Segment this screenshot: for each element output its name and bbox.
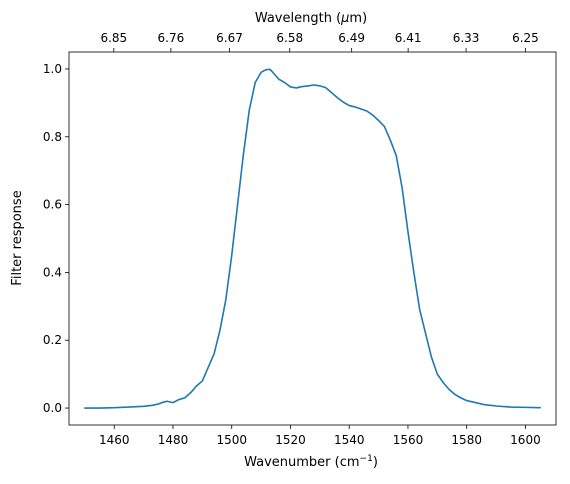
top-axis-label-mu: μ [340, 11, 349, 26]
plot-frame [68, 51, 557, 426]
top-tick-label: 6.41 [395, 31, 422, 45]
x-axis-label-sup: −1 [360, 454, 373, 464]
x-tick-label: 1500 [216, 433, 247, 447]
y-tick-label: 0.4 [43, 265, 62, 279]
top-tick-label: 6.25 [512, 31, 539, 45]
y-axis-label: Filter response [10, 190, 25, 285]
top-tick-label: 6.58 [276, 31, 303, 45]
top-axis-label-pre: Wavelength ( [255, 11, 341, 26]
x-tick-label: 1460 [99, 433, 130, 447]
filter-response-line [84, 68, 541, 409]
ticks-layer: 1460 1480 1500 1520 1540 1560 1580 1600 0.0 0.2 0.… [43, 31, 541, 447]
x-tick-label: 1600 [510, 433, 541, 447]
x-axis-label: Wavenumber (cm−1) [244, 454, 378, 470]
top-axis-label-post: m) [349, 11, 367, 26]
x-axis-label-main: Wavenumber (cm [244, 455, 359, 470]
y-tick-label: 0.0 [43, 401, 62, 415]
x-tick-label: 1480 [158, 433, 189, 447]
top-axis-label: Wavelength (μm) [255, 11, 367, 26]
x-tick-label: 1520 [275, 433, 306, 447]
y-tick-label: 0.6 [43, 198, 62, 212]
top-tick-label: 6.85 [100, 31, 127, 45]
x-tick-label: 1580 [451, 433, 482, 447]
x-axis-label-close: ) [373, 455, 378, 470]
top-tick-label: 6.67 [216, 31, 243, 45]
y-tick-label: 0.2 [43, 333, 62, 347]
x-tick-label: 1540 [334, 433, 365, 447]
top-tick-label: 6.76 [158, 31, 185, 45]
x-tick-label: 1560 [393, 433, 424, 447]
y-tick-label: 0.8 [43, 130, 62, 144]
top-tick-label: 6.49 [338, 31, 365, 45]
top-tick-label: 6.33 [453, 31, 480, 45]
y-tick-label: 1.0 [43, 62, 62, 76]
